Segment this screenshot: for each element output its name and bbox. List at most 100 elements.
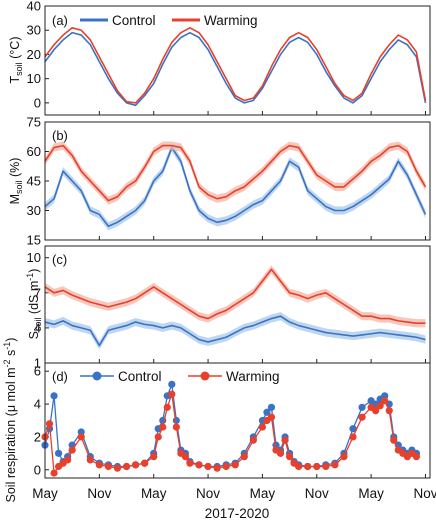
point-warming-28 [231,461,239,469]
ytick-label-c-1: 4 [34,320,41,335]
ytick-label-d-2: 4 [34,397,41,412]
point-warming-36 [281,436,289,444]
point-warming-24 [195,461,203,469]
series-a-warming [44,26,427,104]
xtick-label-1: Nov [87,486,111,501]
ytick-label-a-3: 30 [27,23,41,38]
series-b-warming [44,144,427,202]
series-c-warming [44,268,426,325]
point-control-7 [77,428,85,436]
panel-d-lines [41,380,421,477]
panel-b-ticks: 15 30 45 60 75 [27,115,426,248]
point-warming-29 [240,453,248,461]
ytick-label-c-0: 1 [34,356,41,371]
point-warming-6 [68,446,76,454]
point-warming-2 [50,469,58,477]
point-control-2 [50,392,58,400]
panel-c: 1 4 7 10 (c) Ssoil (dS m-1) [25,245,431,371]
ytick-label-a-1: 10 [27,71,41,86]
ytick-label-a-2: 20 [27,47,41,62]
panel-b-ylabel: Msoil (%) [8,158,24,205]
point-warming-48 [372,407,380,415]
legend-d-control: Control [118,369,162,384]
point-control-3 [54,449,63,457]
ytick-label-b-0: 15 [27,233,41,248]
point-control-50 [381,392,389,400]
series-b-control [44,146,427,228]
point-warming-19 [168,390,176,398]
ytick-label-b-3: 60 [27,144,41,159]
point-warming-42 [322,462,330,471]
point-warming-31 [258,423,267,431]
point-warming-41 [313,462,321,471]
legend-d-warming: Warming [226,369,280,384]
xtick-label-0: May [32,486,58,501]
point-warming-13 [131,461,140,469]
panel-d-ticks: 0 2 4 6 [34,364,426,478]
xtick-label-2: May [141,486,167,501]
series-a-control [44,31,427,107]
panel-a-label: (a) [52,13,68,28]
ytick-label-a-0: 0 [34,95,41,110]
panel-a-frame [44,5,431,116]
point-warming-22 [181,453,190,461]
ytick-label-c-3: 10 [27,250,41,265]
point-warming-15 [150,453,158,461]
point-control-45 [349,425,357,433]
panel-d: 0 2 4 6 (d) Control Warming Soil respiratio… [2,338,431,503]
point-warming-12 [122,462,131,471]
xtick-label-4: May [250,486,276,501]
point-control-32 [263,408,271,416]
x-axis-title: 2017-2020 [205,506,270,521]
point-warming-18 [163,403,171,411]
panel-b: 15 30 45 60 75 (b) Msoil (%) [8,115,431,248]
panel-d-legend: Control Warming [80,369,280,384]
point-warming-27 [222,462,230,471]
point-control-46 [358,403,366,411]
xtick-label-6: May [358,486,384,501]
ytick-label-b-1: 30 [27,203,41,218]
x-axis: May Nov May Nov May Nov May Nov [32,486,436,501]
panel-b-frame [44,121,431,241]
point-warming-26 [213,464,221,472]
panel-d-ylabel: Soil respiration (μ mol m-2 s-1) [2,338,18,503]
xtick-label-5: Nov [305,486,329,501]
ytick-label-d-0: 0 [34,462,41,477]
point-warming-16 [154,433,162,441]
series-d-control [44,383,417,468]
ytick-label-b-4: 75 [27,115,41,130]
point-warming-25 [204,462,212,471]
point-control-34 [272,441,280,449]
panel-d-frame [44,362,431,479]
point-warming-52 [390,436,398,444]
ytick-label-d-3: 6 [34,364,41,379]
panel-b-label: (b) [52,128,68,143]
ytick-label-a-4: 40 [27,0,41,14]
point-warming-49 [376,402,384,410]
point-warming-50 [381,397,389,405]
panel-a-legend: Control Warming [80,13,258,28]
band-c-warming [45,265,426,328]
point-warming-11 [113,464,122,472]
panel-a-ylabel: Tsoil (°C) [8,37,24,84]
point-warming-20 [172,423,180,431]
point-warming-9 [95,461,103,469]
point-warming-23 [186,459,194,467]
point-warming-10 [104,462,113,471]
point-warming-14 [141,459,149,467]
point-warming-40 [304,462,312,471]
point-warming-44 [340,453,348,461]
panel-c-lines [44,265,426,350]
xtick-label-7: Nov [413,486,436,501]
legend-a-control: Control [112,13,156,28]
band-c-control [45,312,426,350]
ytick-label-c-2: 7 [34,285,41,300]
point-warming-51 [385,407,393,415]
point-warming-5 [64,456,72,464]
series-c-control [44,315,426,347]
point-warming-57 [412,453,421,461]
point-warming-7 [77,433,85,441]
point-warming-30 [249,436,257,444]
point-warming-37 [285,453,294,461]
